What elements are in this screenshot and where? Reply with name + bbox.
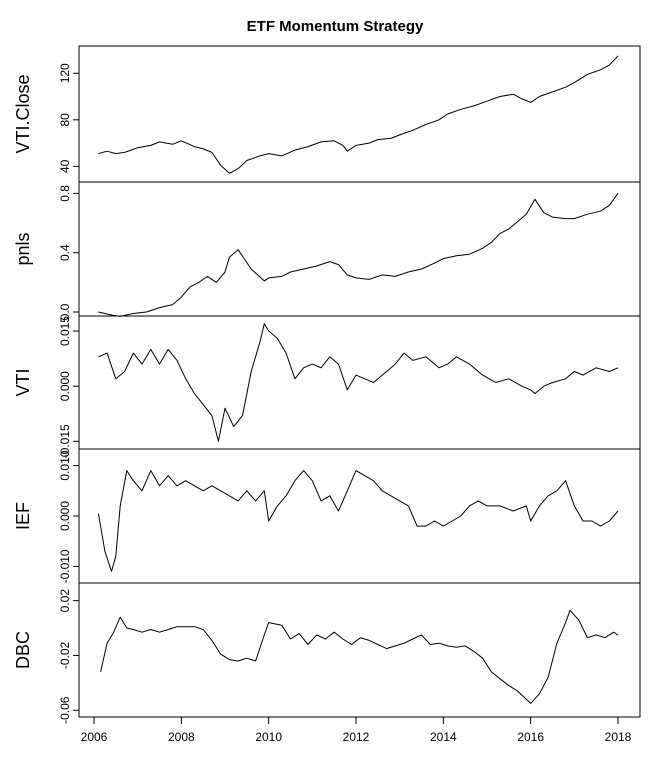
y-axis-label: VTI xyxy=(13,368,33,396)
x-tick-label: 2006 xyxy=(81,730,108,744)
series-line xyxy=(98,193,619,317)
x-tick-label: 2008 xyxy=(168,730,195,744)
y-axis-label: pnls xyxy=(13,232,33,265)
panel-dbc: DBC -0.06 -0.02 0.02 xyxy=(13,582,641,724)
series-line xyxy=(98,323,619,442)
y-axis-label: VTI.Close xyxy=(13,74,33,153)
x-tick-label: 2010 xyxy=(255,730,282,744)
panel-pnls: pnls 0.0 0.4 0.8 xyxy=(13,181,641,320)
y-tick-label: 0.000 xyxy=(58,501,72,531)
series-line xyxy=(98,55,619,174)
x-tick-label: 2012 xyxy=(343,730,370,744)
panel-frame xyxy=(78,448,641,584)
x-tick-label: 2016 xyxy=(517,730,544,744)
panel-frame xyxy=(78,181,641,317)
y-axis-label: DBC xyxy=(13,631,33,669)
x-tick-label: 2018 xyxy=(605,730,632,744)
y-tick-label: 80 xyxy=(58,113,72,127)
panel-ief: IEF -0.010 0.000 0.010 xyxy=(13,448,641,584)
y-tick-label: 120 xyxy=(58,63,72,83)
y-axis-label: IEF xyxy=(13,502,33,530)
panel-frame xyxy=(78,45,641,183)
y-tick-label: 0.000 xyxy=(58,371,72,401)
x-axis: 2006 2008 2010 2012 2014 2016 2018 xyxy=(81,716,632,744)
series-line xyxy=(97,470,619,572)
series-line xyxy=(100,609,619,704)
panels: VTI.Close4080120pnls0.00.40.8VTI-0.0150.… xyxy=(13,45,641,724)
y-tick-label: 0.8 xyxy=(58,185,72,202)
panel-frame xyxy=(78,582,641,718)
panel-frame xyxy=(78,315,641,450)
chart-title: ETF Momentum Strategy xyxy=(247,18,424,35)
panel-vti-close: VTI.Close 40 80 120 xyxy=(13,45,641,183)
y-tick-label: 0.0 xyxy=(58,303,72,320)
y-tick-label: 0.015 xyxy=(58,316,72,346)
y-tick-label: 0.02 xyxy=(58,589,72,613)
y-tick-label: -0.02 xyxy=(58,641,72,669)
y-tick-label: 40 xyxy=(58,159,72,173)
y-tick-label: -0.06 xyxy=(58,696,72,724)
y-tick-label: 0.4 xyxy=(58,244,72,261)
panel-vti: VTI -0.015 0.000 0.015 xyxy=(13,315,641,458)
y-tick-label: -0.010 xyxy=(58,549,72,583)
y-tick-label: 0.010 xyxy=(58,450,72,480)
x-tick-label: 2014 xyxy=(430,730,457,744)
y-tick-label: -0.015 xyxy=(58,424,72,458)
